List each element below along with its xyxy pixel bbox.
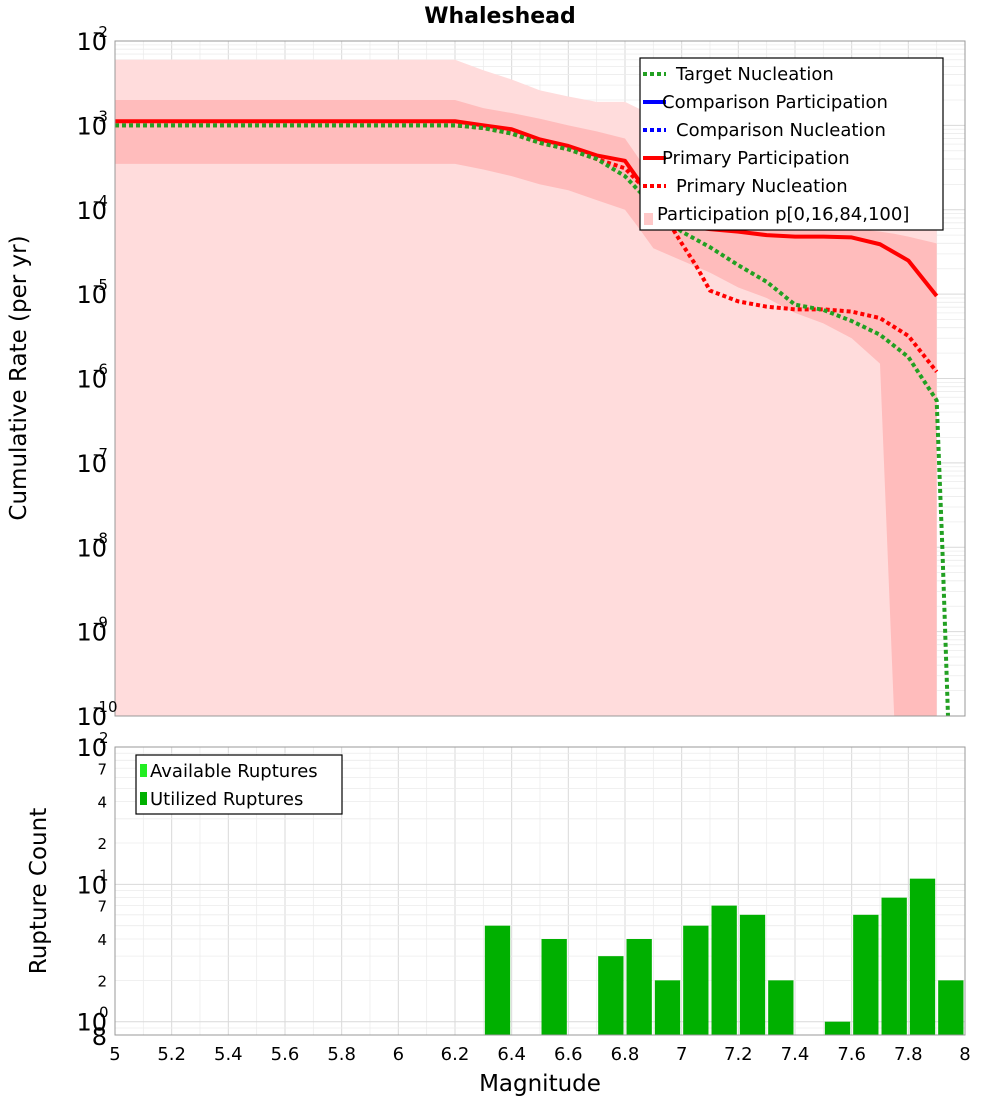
rupture-count-legend: Available Ruptures Utilized Ruptures [135,754,343,815]
legend-label: Participation p[0,16,84,100] [657,204,909,225]
utilized-rupture-bar [626,939,652,1035]
cumulative-rate-chart: 10-210-310-410-510-610-710-810-910-10 Cu… [6,23,966,731]
bottom-y-tick-exponent: 1 [99,866,109,884]
bottom-y-tick-label: 10 [76,1009,107,1037]
bottom-y-tick-exponent: 0 [99,1004,109,1022]
bottom-y-tick-label: 4 [97,931,107,949]
top-y-tick-label: 10 [76,534,107,562]
top-y-tick-exponent: -7 [93,445,108,463]
x-tick-label: 7 [676,1044,687,1065]
cumulative-rate-y-label: Cumulative Rate (per yr) [6,235,32,520]
rupture-count-plot-area [114,746,966,1036]
top-y-tick-exponent: -4 [93,192,108,210]
x-tick-label: 6.8 [611,1044,640,1065]
x-tick-label: 6.4 [497,1044,526,1065]
bottom-y-tick-label: 4 [97,794,107,812]
x-tick-label: 6 [393,1044,404,1065]
x-tick-label: 7.8 [894,1044,923,1065]
chart-title: Whaleshead [424,4,576,29]
legend-label: Comparison Participation [662,92,888,113]
utilized-rupture-bar [853,914,879,1035]
utilized-rupture-bar [654,980,681,1035]
bottom-y-tick-label: 7 [97,898,107,916]
rupture-legend-frame [135,754,343,815]
top-y-tick-exponent: -10 [93,698,118,716]
top-y-tick-label: 10 [76,450,107,478]
rupture-legend-swatch [140,792,147,805]
utilized-rupture-bar [938,980,964,1035]
utilized-rupture-bar [739,914,766,1035]
legend-label: Target Nucleation [675,64,834,85]
utilized-rupture-bar [824,1021,851,1035]
legend-frame [639,57,944,231]
top-y-tick-label: 10 [76,619,107,647]
x-tick-label: 5.4 [214,1044,243,1065]
utilized-rupture-bar [484,925,511,1035]
bottom-y-tick-label: 10 [76,871,107,899]
top-y-tick-exponent: -2 [93,23,108,41]
top-y-tick-exponent: -6 [93,361,108,379]
bottom-y-tick-label: 7 [97,760,107,778]
x-tick-label: 8 [959,1044,970,1065]
top-y-tick-label: 10 [76,703,107,731]
x-tick-label: 7.2 [724,1044,753,1065]
top-y-tick-label: 10 [76,366,107,394]
utilized-rupture-bar [909,878,936,1035]
target-nucleation-line [115,123,950,717]
x-tick-label: 5 [109,1044,120,1065]
utilized-rupture-bar [711,905,737,1035]
rupture-legend-label: Utilized Ruptures [150,789,303,810]
top-y-tick-label: 10 [76,281,107,309]
top-y-tick-label: 10 [76,28,107,56]
x-tick-label: 5.6 [271,1044,300,1065]
cumulative-rate-y-ticks: 10-210-310-410-510-610-710-810-910-10 [76,23,117,731]
top-y-tick-exponent: -9 [93,614,108,632]
bottom-y-tick-label: 10 [76,734,107,762]
top-y-tick-exponent: -5 [93,276,108,294]
top-y-tick-exponent: -3 [93,107,108,125]
participation-band-inner [115,99,937,717]
x-tick-label: 6.6 [554,1044,583,1065]
top-y-tick-label: 10 [76,197,107,225]
rupture-legend-swatch [140,764,147,777]
bottom-y-tick-exponent: 2 [99,729,109,747]
legend-label: Comparison Nucleation [676,120,886,141]
cumulative-rate-plot-area [114,40,966,717]
utilized-rupture-bar [683,925,709,1035]
x-tick-label: 7.4 [781,1044,810,1065]
x-tick-label: 5.8 [327,1044,356,1065]
x-tick-label: 6.2 [441,1044,470,1065]
x-tick-label: 7.6 [837,1044,866,1065]
rupture-bars [484,878,964,1035]
utilized-rupture-bar [598,956,624,1035]
magnitude-x-ticks: 5 5.2 5.4 5.6 5.8 6 6.2 6.4 6.6 6.8 7 7.2 7.4 7.6 7.8 8 [109,1044,970,1065]
bottom-y-tick-label: 2 [97,835,107,853]
utilized-rupture-bar [881,897,907,1035]
utilized-rupture-bar [541,939,567,1035]
x-tick-label: 5.2 [157,1044,186,1065]
rupture-legend-label: Available Ruptures [150,761,318,782]
rupture-count-y-label: Rupture Count [26,808,52,974]
utilized-rupture-bar [768,980,794,1035]
legend-swatch [644,213,653,225]
top-y-tick-label: 10 [76,112,107,140]
legend-label: Primary Nucleation [676,176,848,197]
top-y-tick-exponent: -8 [93,529,108,547]
legend-label: Primary Participation [662,148,850,169]
bottom-y-tick-label: 8 [92,1023,107,1051]
cumulative-rate-legend: Target Nucleation Comparison Participatio… [639,57,944,231]
bottom-y-tick-label: 2 [97,972,107,990]
x-axis-label: Magnitude [479,1071,601,1097]
